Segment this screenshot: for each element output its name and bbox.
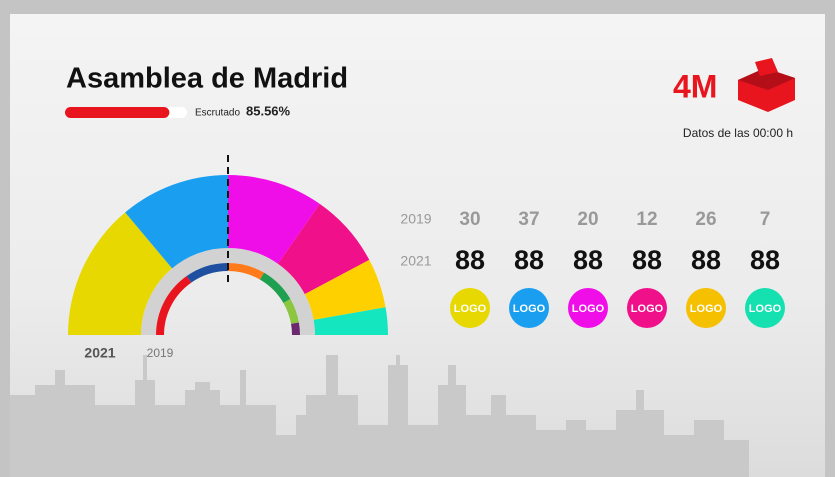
seats-2019: 37 — [518, 209, 539, 230]
progress-bar — [65, 107, 169, 118]
seats-2019: 30 — [459, 209, 480, 230]
progress-value: 85.56% — [246, 103, 291, 118]
seats-2019: 12 — [636, 209, 657, 230]
seats-2021: 88 — [573, 245, 603, 275]
outer-label: 2021 — [84, 345, 115, 361]
seats-2021: 88 — [750, 245, 780, 275]
progress-label: Escrutado — [195, 108, 240, 119]
seats-2019: 7 — [760, 209, 771, 230]
party-logo-text: LOGO — [513, 303, 546, 315]
party-logo-text: LOGO — [631, 303, 664, 315]
row-label: 2021 — [400, 253, 431, 269]
seats-2021: 88 — [632, 245, 662, 275]
graphic: Asamblea de Madrid Escrutado 85.56% 4M D… — [0, 0, 835, 477]
page: Asamblea de Madrid Escrutado 85.56% 4M D… — [0, 0, 835, 477]
row-label: 2019 — [400, 211, 431, 227]
party-logo-text: LOGO — [749, 303, 782, 315]
party-logo-text: LOGO — [572, 303, 605, 315]
party-logo-text: LOGO — [454, 303, 487, 315]
inner-label: 2019 — [147, 346, 174, 360]
seats-2021: 88 — [691, 245, 721, 275]
seats-2019: 20 — [577, 209, 598, 230]
seats-2021: 88 — [455, 245, 485, 275]
title: Asamblea de Madrid — [66, 63, 348, 95]
party-logo-text: LOGO — [690, 303, 723, 315]
timestamp: Datos de las 00:00 h — [683, 126, 793, 140]
inner-segment — [291, 322, 300, 335]
brand-logo: 4M — [673, 68, 717, 104]
seats-2021: 88 — [514, 245, 544, 275]
seats-2019: 26 — [695, 209, 716, 230]
